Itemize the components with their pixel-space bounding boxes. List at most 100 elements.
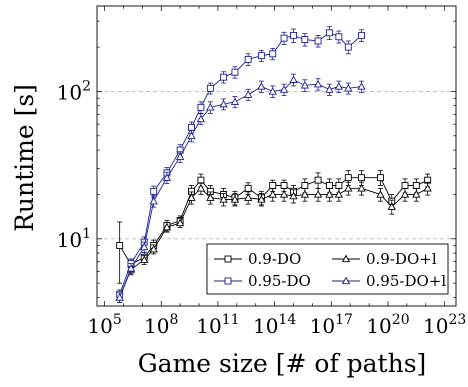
x-tick-base: 10: [196, 314, 221, 338]
data-point: [300, 190, 310, 198]
x-tick-label-2: 1011: [196, 312, 239, 338]
data-point: [257, 52, 265, 60]
data-point: [325, 182, 333, 189]
x-tick-exponent: 14: [278, 312, 296, 328]
data-point: [344, 83, 353, 92]
data-point: [187, 193, 196, 201]
series-line-3: [119, 79, 362, 298]
data-point: [257, 82, 266, 90]
data-point: [268, 87, 277, 95]
data-point: [140, 255, 149, 264]
data-point: [357, 82, 366, 90]
data-point: [257, 195, 266, 203]
plot-frame: [96, 5, 457, 307]
legend-marker: [341, 254, 351, 263]
legend-label: 0.95-DO: [248, 272, 311, 290]
data-point: [244, 55, 252, 63]
legend-marker: [341, 276, 351, 285]
data-point: [300, 81, 310, 89]
series-line-2: [119, 32, 362, 295]
data-point: [335, 182, 343, 189]
x-tick-label-5: 1020: [366, 312, 409, 338]
x-tick-base: 10: [253, 314, 278, 338]
legend-marker: [224, 277, 232, 285]
data-point: [358, 174, 365, 182]
data-point: [412, 190, 421, 198]
data-point: [289, 191, 298, 200]
x-tick-label-0: 105: [87, 312, 121, 338]
x-tick-label-4: 1017: [310, 312, 353, 338]
data-point: [149, 196, 158, 205]
data-point: [279, 190, 289, 198]
data-point: [325, 190, 334, 198]
data-point: [376, 190, 385, 198]
data-point: [280, 34, 288, 42]
data-point: [325, 29, 333, 37]
data-point: [187, 131, 196, 139]
data-point: [197, 103, 205, 111]
legend: 0.9-DO 0.9-DO+l 0.95-DO 0.95-DO+l: [206, 243, 449, 295]
x-tick-exponent: 23: [448, 312, 466, 328]
data-point: [269, 182, 277, 189]
y-axis-title: Runtime [s]: [10, 84, 39, 232]
legend-entry-1: 0.9-DO+l: [332, 250, 437, 268]
data-point: [334, 82, 344, 90]
data-point: [197, 176, 205, 184]
data-point: [325, 85, 334, 93]
data-point: [206, 193, 215, 201]
data-point: [334, 190, 344, 198]
data-point: [162, 173, 172, 181]
data-point: [301, 182, 309, 189]
legend-label: 0.9-DO+l: [366, 250, 437, 268]
data-point: [126, 264, 136, 272]
x-tick-exponent: 11: [222, 312, 240, 328]
series-3: [115, 73, 366, 303]
data-point: [220, 73, 228, 81]
data-point: [301, 36, 309, 43]
data-point: [219, 99, 228, 108]
x-tick-exponent: 20: [392, 312, 410, 328]
data-point: [268, 190, 277, 198]
x-tick-label-1: 108: [144, 312, 178, 338]
data-point: [269, 50, 277, 58]
data-point: [376, 174, 384, 182]
x-tick-exponent: 5: [113, 312, 122, 328]
data-point: [206, 103, 215, 111]
data-point: [412, 182, 420, 189]
data-point: [358, 31, 365, 39]
x-tick-base: 10: [87, 314, 112, 338]
y-tick-base: 10: [57, 228, 82, 252]
data-point: [243, 193, 253, 201]
x-tick-exponent: 17: [335, 312, 353, 328]
data-point: [314, 37, 322, 45]
data-point: [344, 174, 352, 182]
data-point: [423, 184, 432, 192]
data-point: [206, 84, 214, 92]
legend-box: [206, 243, 449, 295]
data-point: [279, 85, 289, 93]
x-tick-base: 10: [423, 314, 448, 338]
data-point: [175, 218, 185, 227]
data-point: [150, 187, 158, 195]
data-point: [335, 33, 343, 41]
data-point: [289, 75, 298, 83]
data-point: [280, 182, 288, 189]
data-point: [116, 242, 124, 250]
y-tick-exponent: 2: [82, 78, 91, 94]
data-point: [290, 31, 297, 39]
data-point: [313, 190, 323, 198]
data-point: [231, 68, 239, 76]
data-point: [115, 293, 124, 301]
data-point: [387, 202, 396, 210]
data-point: [196, 184, 206, 192]
data-point: [230, 195, 240, 203]
legend-entry-2: 0.95-DO: [214, 272, 311, 290]
data-point: [314, 176, 322, 184]
data-point: [244, 184, 252, 192]
x-tick-base: 10: [366, 314, 391, 338]
data-point: [196, 114, 206, 123]
data-point: [219, 195, 228, 203]
legend-entry-0: 0.9-DO: [214, 250, 301, 268]
x-tick-base: 10: [144, 314, 169, 338]
